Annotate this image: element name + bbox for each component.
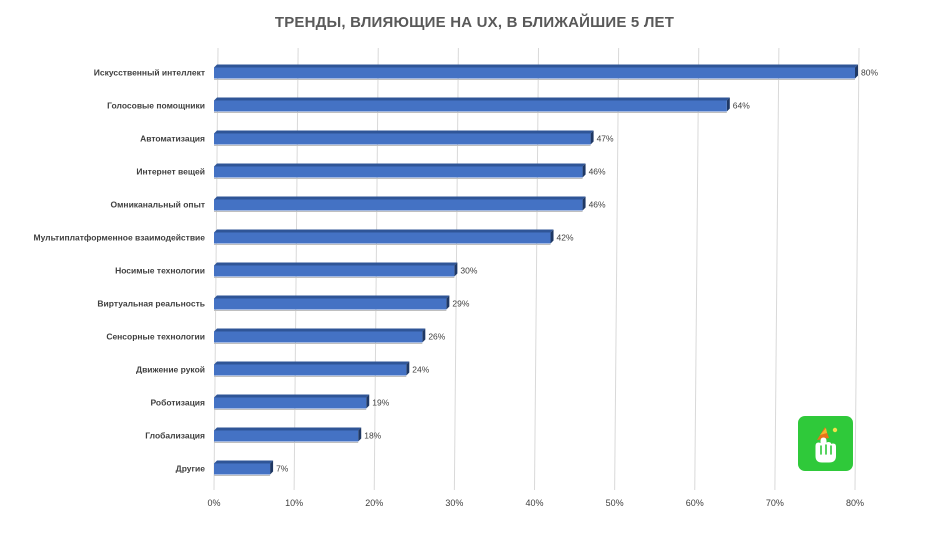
gridline — [534, 47, 539, 491]
bar — [214, 166, 583, 178]
value-label: 80% — [861, 68, 878, 78]
x-tick-label: 70% — [766, 498, 784, 508]
x-tick-label: 50% — [606, 498, 624, 508]
bar — [214, 67, 855, 79]
bar — [214, 331, 423, 343]
bar-side-face — [446, 295, 450, 310]
bar-top-face — [214, 229, 554, 233]
value-label: 64% — [733, 101, 750, 111]
bar-top-face — [214, 295, 450, 299]
value-label: 19% — [372, 398, 389, 408]
bars-layer — [214, 64, 858, 476]
bar-side-face — [582, 163, 586, 178]
category-label: Глобализация — [145, 431, 205, 441]
category-label: Искусственный интеллект — [94, 68, 205, 78]
bar-side-face — [270, 460, 274, 475]
bar — [214, 430, 359, 442]
bar — [214, 232, 551, 244]
bar — [214, 133, 591, 145]
x-tick-label: 10% — [285, 498, 303, 508]
bar-side-face — [422, 328, 426, 343]
value-label: 26% — [428, 332, 445, 342]
bar-top-face — [214, 163, 586, 167]
category-label: Голосовые помощники — [107, 101, 205, 111]
bar-top-face — [214, 64, 858, 68]
x-tick-label: 60% — [686, 498, 704, 508]
bar-top-face — [214, 427, 362, 431]
bar-top-face — [214, 196, 586, 200]
category-label: Движение рукой — [136, 365, 205, 375]
value-label: 47% — [597, 134, 614, 144]
bar-top-face — [214, 262, 458, 266]
x-tick-label: 20% — [365, 498, 383, 508]
category-label: Омниканальный опыт — [111, 200, 205, 210]
bar-top-face — [214, 361, 410, 365]
bar — [214, 100, 727, 112]
bar-side-face — [454, 262, 458, 277]
gridline — [774, 47, 780, 491]
bar-top-face — [214, 328, 426, 332]
bar-top-face — [214, 460, 274, 464]
category-label: Интернет вещей — [136, 167, 205, 177]
value-label: 29% — [452, 299, 469, 309]
hand-logo-icon — [798, 416, 853, 471]
value-label: 46% — [589, 167, 606, 177]
x-tick-label: 0% — [207, 498, 220, 508]
gridline — [694, 47, 700, 491]
x-tick-label: 40% — [525, 498, 543, 508]
labels-layer: 0% 10% 20% 30% 40% 50% 60% 70% 80% Искусственный … — [33, 68, 878, 509]
bar — [214, 463, 271, 475]
category-label: Носимые технологии — [115, 266, 205, 276]
x-tick-label: 80% — [846, 498, 864, 508]
gridline — [854, 47, 860, 491]
value-label: 18% — [364, 431, 381, 441]
bar — [214, 298, 447, 310]
category-label: Мультиплатформенное взаимодействие — [33, 233, 205, 243]
category-label: Роботизация — [150, 398, 205, 408]
bar-side-face — [550, 229, 554, 244]
bar — [214, 364, 407, 376]
bar-side-face — [366, 394, 370, 409]
bar-top-face — [214, 394, 370, 398]
bar-top-face — [214, 97, 730, 101]
bar — [214, 265, 455, 277]
value-label: 7% — [276, 464, 289, 474]
bar-side-face — [726, 97, 730, 112]
bar-side-face — [855, 64, 858, 79]
bar-side-face — [582, 196, 586, 211]
bar — [214, 397, 367, 409]
category-label: Виртуальная реальность — [97, 299, 205, 309]
chart-title: ТРЕНДЫ, ВЛИЯЮЩИЕ НА UX, В БЛИЖАЙШИЕ 5 ЛЕ… — [274, 14, 675, 31]
bar-side-face — [406, 361, 410, 376]
value-label: 30% — [460, 266, 477, 276]
x-tick-label: 30% — [445, 498, 463, 508]
bar — [214, 199, 583, 211]
category-label: Автоматизация — [140, 134, 205, 144]
category-label: Другие — [176, 464, 206, 474]
bar-top-face — [214, 130, 594, 134]
value-label: 46% — [589, 200, 606, 210]
category-label: Сенсорные технологии — [106, 332, 205, 342]
value-label: 24% — [412, 365, 429, 375]
bar-side-face — [358, 427, 362, 442]
bar-side-face — [590, 130, 594, 145]
value-label: 42% — [557, 233, 574, 243]
gridline — [614, 47, 620, 491]
